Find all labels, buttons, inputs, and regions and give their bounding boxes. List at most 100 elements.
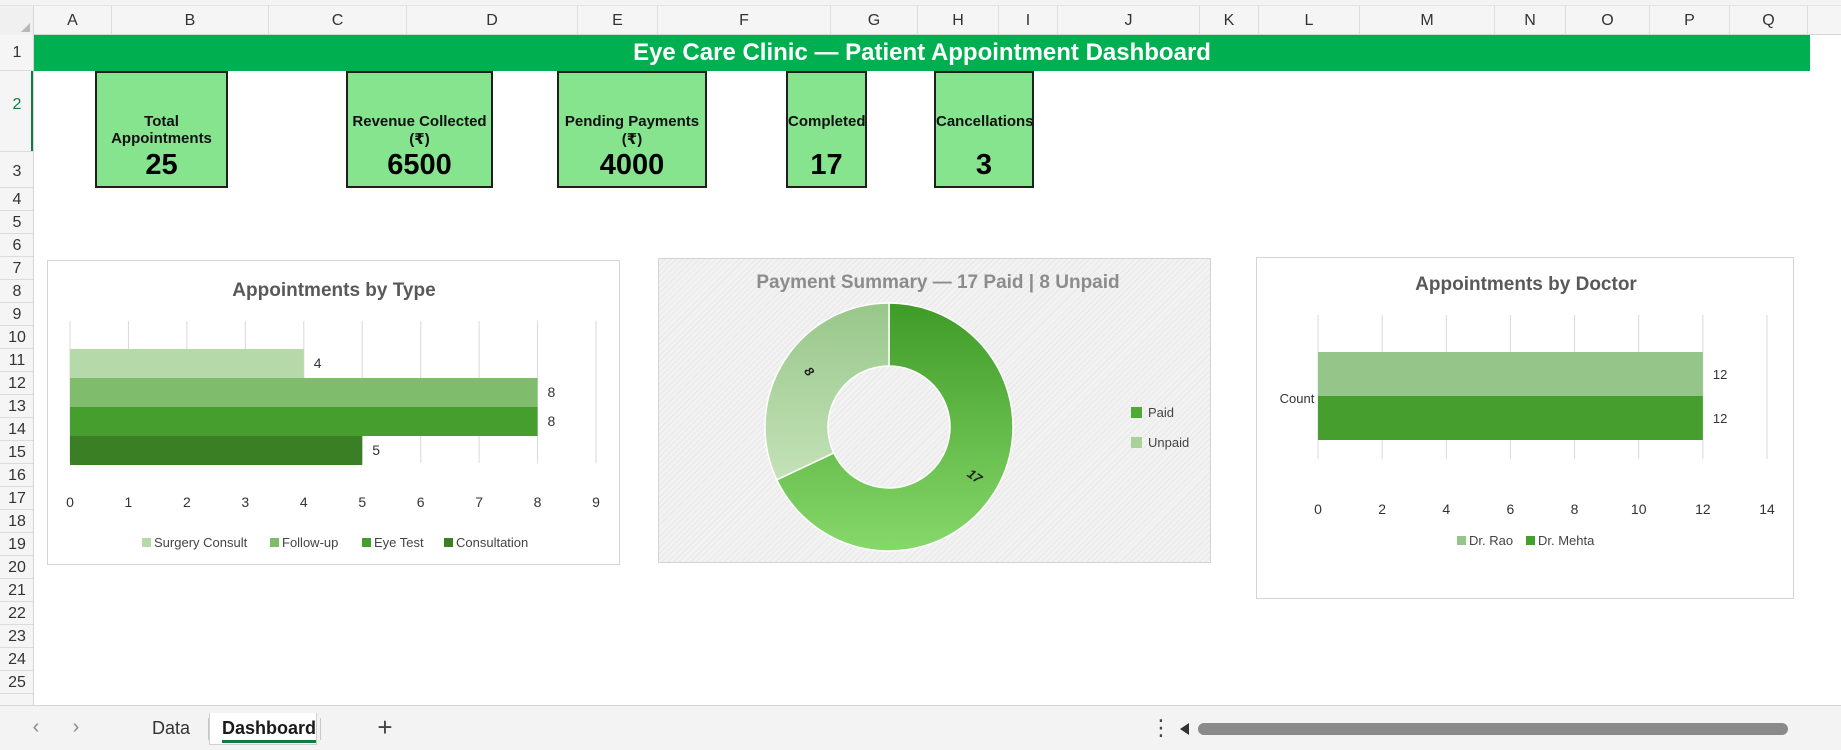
row-header-6[interactable]: 6 [0,234,33,257]
data-label: 5 [372,442,380,458]
row-header-2[interactable]: 2 [0,71,33,152]
column-header-o[interactable]: O [1566,6,1650,35]
kpi-completed[interactable]: Completed 17 [786,71,867,188]
row-header-10[interactable]: 10 [0,326,33,349]
row-header-17[interactable]: 17 [0,487,33,510]
ribbon-edge [0,0,1841,6]
data-label: 12 [1713,411,1727,426]
x-tick-label: 5 [358,494,366,510]
legend-entry: Eye Test [374,535,424,550]
row-header-13[interactable]: 13 [0,395,33,418]
next-sheet-button[interactable]: › [72,716,80,738]
kpi-total-appointments[interactable]: Total Appointments 25 [95,71,228,188]
kpi-value: 3 [975,149,993,181]
legend-entry: Dr. Mehta [1538,533,1595,548]
row-header-12[interactable]: 12 [0,372,33,395]
row-header-5[interactable]: 5 [0,211,33,234]
x-tick-label: 8 [534,494,542,510]
slice-paid [775,302,1014,552]
row-header-1[interactable]: 1 [0,35,33,71]
legend-swatch [1131,407,1142,418]
row-header-24[interactable]: 24 [0,648,33,671]
kpi-pending-payments[interactable]: Pending Payments (₹) 4000 [557,71,707,188]
row-header-16[interactable]: 16 [0,464,33,487]
data-label: 12 [1713,367,1727,382]
row-header-8[interactable]: 8 [0,280,33,303]
row-header-4[interactable]: 4 [0,188,33,211]
appointments-by-type-plot: Appointments by Type 0 1 2 3 4 5 6 7 8 9 4 8 8 5 Surger… [66,280,600,550]
kpi-label: Completed [788,113,866,130]
legend-swatch [444,538,453,547]
row-header-18[interactable]: 18 [0,510,33,533]
x-tick-label: 14 [1759,501,1775,517]
data-label: 4 [314,355,322,371]
bar-consultation [70,436,363,465]
bar-eye-test [70,407,538,436]
column-header-n[interactable]: N [1495,6,1566,35]
column-header-b[interactable]: B [112,6,269,35]
x-tick-label: 8 [1571,501,1579,517]
column-header-p[interactable]: P [1650,6,1730,35]
row-header-23[interactable]: 23 [0,625,33,648]
legend-entry: Dr. Rao [1469,533,1513,548]
kpi-label: Pending Payments (₹) [564,113,700,148]
bar-dr-rao [1318,352,1703,396]
scrollbar-thumb[interactable] [1198,723,1788,735]
row-header-7[interactable]: 7 [0,257,33,280]
row-header-22[interactable]: 22 [0,602,33,625]
add-sheet-button[interactable]: + [377,712,393,742]
kpi-label: Cancellations [936,113,1034,130]
column-header-a[interactable]: A [34,6,112,35]
x-tick-label: 0 [1314,501,1322,517]
row-header-14[interactable]: 14 [0,418,33,441]
legend-entry: Paid [1148,405,1174,420]
dashboard-title[interactable]: Eye Care Clinic — Patient Appointment Da… [34,35,1810,71]
column-header-i[interactable]: I [999,6,1058,35]
appointments-by-doctor-chart[interactable]: Appointments by Doctor 0 2 4 6 8 10 12 14 Count 12… [1256,257,1794,599]
row-header-25[interactable]: 25 [0,671,33,694]
x-tick-label: 10 [1631,501,1647,517]
kpi-value: 6500 [387,149,452,181]
legend-swatch [1457,536,1466,545]
prev-sheet-button[interactable]: ‹ [32,716,40,738]
row-header-15[interactable]: 15 [0,441,33,464]
kpi-revenue-collected[interactable]: Revenue Collected (₹) 6500 [346,71,493,188]
worksheet-grid[interactable]: Eye Care Clinic — Patient Appointment Da… [34,35,1841,705]
more-options-icon[interactable]: ⋮ [1150,715,1172,740]
row-header-21[interactable]: 21 [0,579,33,602]
kpi-cancellations[interactable]: Cancellations 3 [934,71,1034,188]
kpi-value: 25 [145,149,178,181]
row-header-20[interactable]: 20 [0,556,33,579]
x-tick-label: 3 [241,494,249,510]
legend-entry: Surgery Consult [154,535,248,550]
x-tick-label: 9 [592,494,600,510]
column-header-m[interactable]: M [1360,6,1495,35]
scroll-left-icon[interactable] [1180,723,1189,735]
payment-summary-chart[interactable]: Payment Summary — 17 Paid | 8 Unpaid 17 8 P… [658,258,1211,563]
column-header-f[interactable]: F [658,6,831,35]
row-header-11[interactable]: 11 [0,349,33,372]
column-header-q[interactable]: Q [1730,6,1808,35]
sheet-tab-dashboard[interactable]: Dashboard [209,713,317,745]
column-header-h[interactable]: H [918,6,999,35]
column-header-g[interactable]: G [831,6,918,35]
legend-swatch [270,538,279,547]
legend-swatch [362,538,371,547]
column-header-c[interactable]: C [269,6,407,35]
appointments-by-type-chart[interactable]: Appointments by Type 0 1 2 3 4 5 6 7 8 9 4 8 8 5 Surger… [47,260,620,565]
column-header-l[interactable]: L [1259,6,1360,35]
column-header-k[interactable]: K [1200,6,1259,35]
legend-entry: Follow-up [282,535,338,550]
select-all-corner[interactable] [0,6,34,35]
legend-swatch [142,538,151,547]
column-header-j[interactable]: J [1058,6,1200,35]
column-header-e[interactable]: E [578,6,658,35]
sheet-tab-data[interactable]: Data [152,718,191,738]
bar-follow-up [70,378,538,407]
horizontal-scrollbar[interactable] [1180,721,1832,737]
kpi-value: 4000 [599,149,665,181]
column-header-d[interactable]: D [407,6,578,35]
row-header-9[interactable]: 9 [0,303,33,326]
row-header-3[interactable]: 3 [0,152,33,188]
row-header-19[interactable]: 19 [0,533,33,556]
